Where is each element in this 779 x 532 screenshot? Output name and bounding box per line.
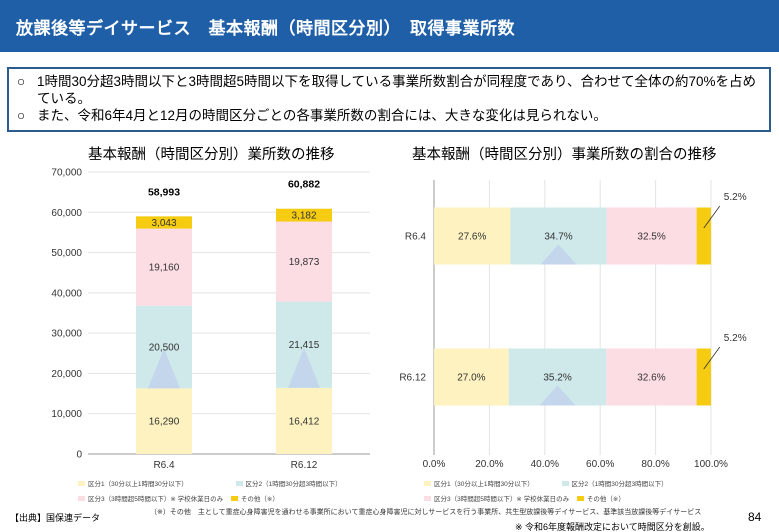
data-label: 20,500 [149,343,180,354]
legend-label-other: その他（※） [240,496,279,503]
bar-segment-k1 [434,348,509,406]
x-tick-label: 0.0% [423,459,446,470]
right-legend: 区分1（30分以上1時間30分以下） 区分2（1時間30分超3時間以下） 区分3… [424,478,674,503]
leader-line [703,205,721,229]
x-tick-label: R6.4 [153,460,175,471]
legend-label-other: その他（※） [586,496,625,503]
school-holiday-mark [288,347,320,388]
data-label: 19,873 [289,257,320,268]
bar-segment-other [696,348,711,406]
data-label: 5.2% [724,192,747,203]
bullet-circle-icon: ○ [17,108,26,123]
source-note: 【出典】国保連データ [10,513,101,523]
bar-segment-other [696,207,711,265]
y-tick-label: 40,000 [51,288,82,299]
legend-item-k3: 区分3（3時間超5時間以下）※ 学校休業日のみ [78,493,223,503]
data-label: 3,182 [291,211,316,222]
x-tick-label: R6.12 [291,460,318,471]
revision-note: ※ 令和6年度報酬改定において時間区分を創設。 [515,522,710,532]
other-definition-note: （※）その他 主として重症心身障害児を通わせる事業所において重症心身障害児に対し… [150,509,702,516]
x-tick-label: 60.0% [586,459,614,470]
bullet-circle-icon: ○ [17,74,26,89]
total-label: 58,993 [148,186,180,198]
bar-segment-k3 [606,207,697,265]
legend-item-k1: 区分1（30分以上1時間30分以下） [78,478,188,488]
data-label: 3,043 [151,218,176,229]
legend-swatch-k2 [235,480,243,486]
page-title: 放課後等デイサービス 基本報酬（時間区分別） 取得事業所数 [16,19,515,38]
legend-item-other: その他（※） [230,493,279,503]
legend-item-k3: 区分3（3時間超5時間以下）※ 学校休業日のみ [424,493,569,503]
y-tick-label: 70,000 [51,168,82,179]
legend-swatch-k2 [561,480,569,486]
summary-line-2: ○ また、令和6年4月と12月の時間区分ごとの各事業所数の割合には、大きな変化は… [17,107,761,124]
right-chart-title: 基本報酬（時間区分別）事業所数の割合の推移 [412,147,717,163]
y-tick-label: 10,000 [51,409,82,420]
summary-text-2: また、令和6年4月と12月の時間区分ごとの各事業所数の割合には、大きな変化は見ら… [37,108,607,123]
legend-label-k2: 区分2（1時間30分超3時間以下） [245,481,342,488]
legend-label-k1: 区分1（30分以上1時間30分以下） [434,481,534,488]
left-chart-title: 基本報酬（時間区分別）業所数の推移 [88,147,335,163]
school-holiday-mark [539,385,576,406]
legend-item-k1: 区分1（30分以上1時間30分以下） [424,478,534,488]
page-header: 放課後等デイサービス 基本報酬（時間区分別） 取得事業所数 [0,0,779,52]
x-tick-label: 20.0% [475,459,503,470]
y-tick-label: 60,000 [51,208,82,219]
data-label: 32.6% [637,373,665,384]
data-label: 16,290 [149,417,180,428]
data-label: 27.0% [457,373,485,384]
total-label: 60,882 [288,179,320,191]
data-label: 32.5% [637,232,665,243]
legend-item-k2: 区分2（1時間30分超3時間以下） [561,478,668,488]
legend-swatch-other [230,495,238,501]
legend-label-k2: 区分2（1時間30分超3時間以下） [571,481,668,488]
legend-swatch-k1 [424,480,431,486]
bar-segment-k1 [434,207,511,265]
data-label: 5.2% [724,333,747,344]
y-tick-label: R6.4 [405,232,427,243]
x-tick-label: 100.0% [694,459,728,470]
bar-segment-k3 [606,348,697,406]
summary-line-1: ○ 1時間30分超3時間以下と3時間超5時間以下を取得している事業所数割合が同程… [17,73,761,107]
bar-segment-other [136,216,192,229]
data-label: 35.2% [543,373,571,384]
legend-swatch-other [576,495,584,501]
data-label: 27.6% [458,232,486,243]
bar-segment-k3 [276,221,332,302]
legend-label-k1: 区分1（30分以上1時間30分以下） [88,481,188,488]
y-tick-label: 30,000 [51,329,82,340]
x-tick-label: 40.0% [531,459,559,470]
legend-item-other: その他（※） [576,493,625,503]
legend-label-k3: 区分3（3時間超5時間以下）※ 学校休業日のみ [88,496,224,503]
left-legend: 区分1（30分以上1時間30分以下） 区分2（1時間30分超3時間以下） 区分3… [78,478,348,503]
y-tick-label: 0 [76,450,82,461]
y-tick-label: 50,000 [51,248,82,259]
school-holiday-mark [148,348,180,389]
y-tick-label: R6.12 [399,373,426,384]
x-tick-label: 80.0% [641,459,669,470]
y-tick-label: 20,000 [51,369,82,380]
bar-segment-other [276,208,332,222]
data-label: 34.7% [544,232,572,243]
summary-box: ○ 1時間30分超3時間以下と3時間超5時間以下を取得している事業所数割合が同程… [7,67,771,132]
bar-segment-k3 [136,228,192,306]
legend-label-k3: 区分3（3時間超5時間以下）※ 学校休業日のみ [434,496,570,503]
legend-swatch-k3 [78,495,85,501]
bar-segment-k1 [276,387,332,454]
page-number: 84 [748,510,762,524]
legend-item-k2: 区分2（1時間30分超3時間以下） [235,478,342,488]
legend-swatch-k1 [78,480,85,486]
legend-swatch-k3 [424,495,431,501]
leader-line [703,346,721,370]
data-label: 16,412 [289,416,320,427]
summary-text-1: 1時間30分超3時間以下と3時間超5時間以下を取得している事業所数割合が同程度で… [37,74,756,106]
data-label: 19,160 [149,263,180,274]
bar-segment-k1 [136,388,192,454]
data-label: 21,415 [289,340,320,351]
school-holiday-mark [540,244,577,265]
